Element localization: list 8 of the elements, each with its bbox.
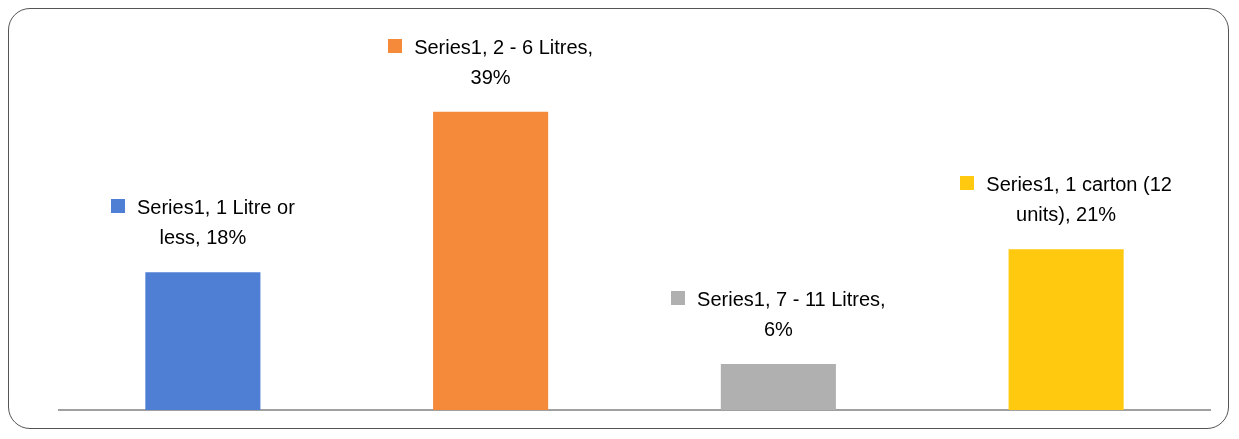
data-label: Series1, 1 Litre or less, 18%: [136, 196, 296, 249]
bar: [145, 272, 261, 410]
bar: [720, 364, 836, 410]
data-label: Series1, 2 - 6 Litres, 39%: [414, 35, 594, 88]
data-label: Series1, 7 - 11 Litres, 6%: [697, 288, 886, 341]
bar: [433, 111, 549, 410]
bar: [1008, 249, 1124, 410]
data-label: Series1, 1 carton (12 units), 21%: [986, 173, 1172, 226]
